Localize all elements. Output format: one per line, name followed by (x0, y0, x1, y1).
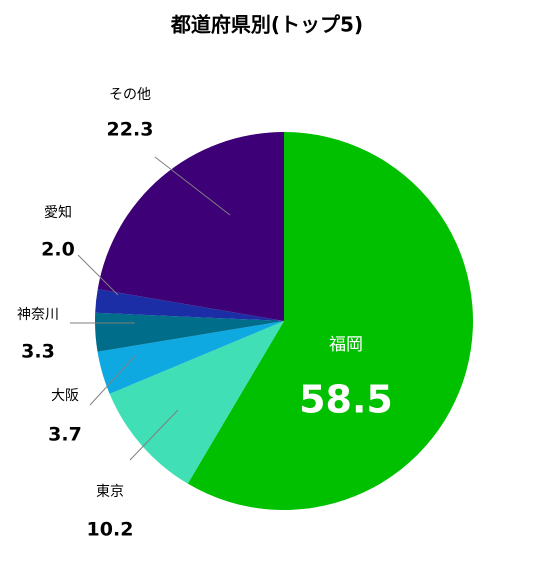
slice-label: 愛知 (44, 204, 72, 221)
value-label: 3.7 (48, 424, 82, 446)
leader-line (77, 254, 119, 296)
pie-slice (95, 312, 284, 352)
slice-label: 福岡 (329, 335, 363, 355)
value-label: 58.5 (299, 378, 393, 422)
value-label: 10.2 (87, 519, 134, 541)
pie-slice (187, 132, 474, 510)
leader-line (154, 156, 231, 216)
pie-slice (95, 289, 285, 321)
leader-line (129, 409, 179, 461)
pie-slice (97, 132, 285, 321)
slice-label: 大阪 (51, 388, 79, 404)
leader-line (89, 355, 136, 406)
value-label: 22.3 (107, 119, 154, 141)
slice-label: その他 (109, 87, 151, 103)
pie-slice (109, 321, 284, 484)
value-label: 3.3 (21, 341, 55, 363)
chart-title: 都道府県別(トップ5) (170, 13, 363, 37)
pie-slice (97, 321, 284, 394)
slice-label: 神奈川 (17, 307, 59, 323)
slice-label: 東京 (96, 484, 124, 500)
value-label: 2.0 (41, 239, 75, 261)
